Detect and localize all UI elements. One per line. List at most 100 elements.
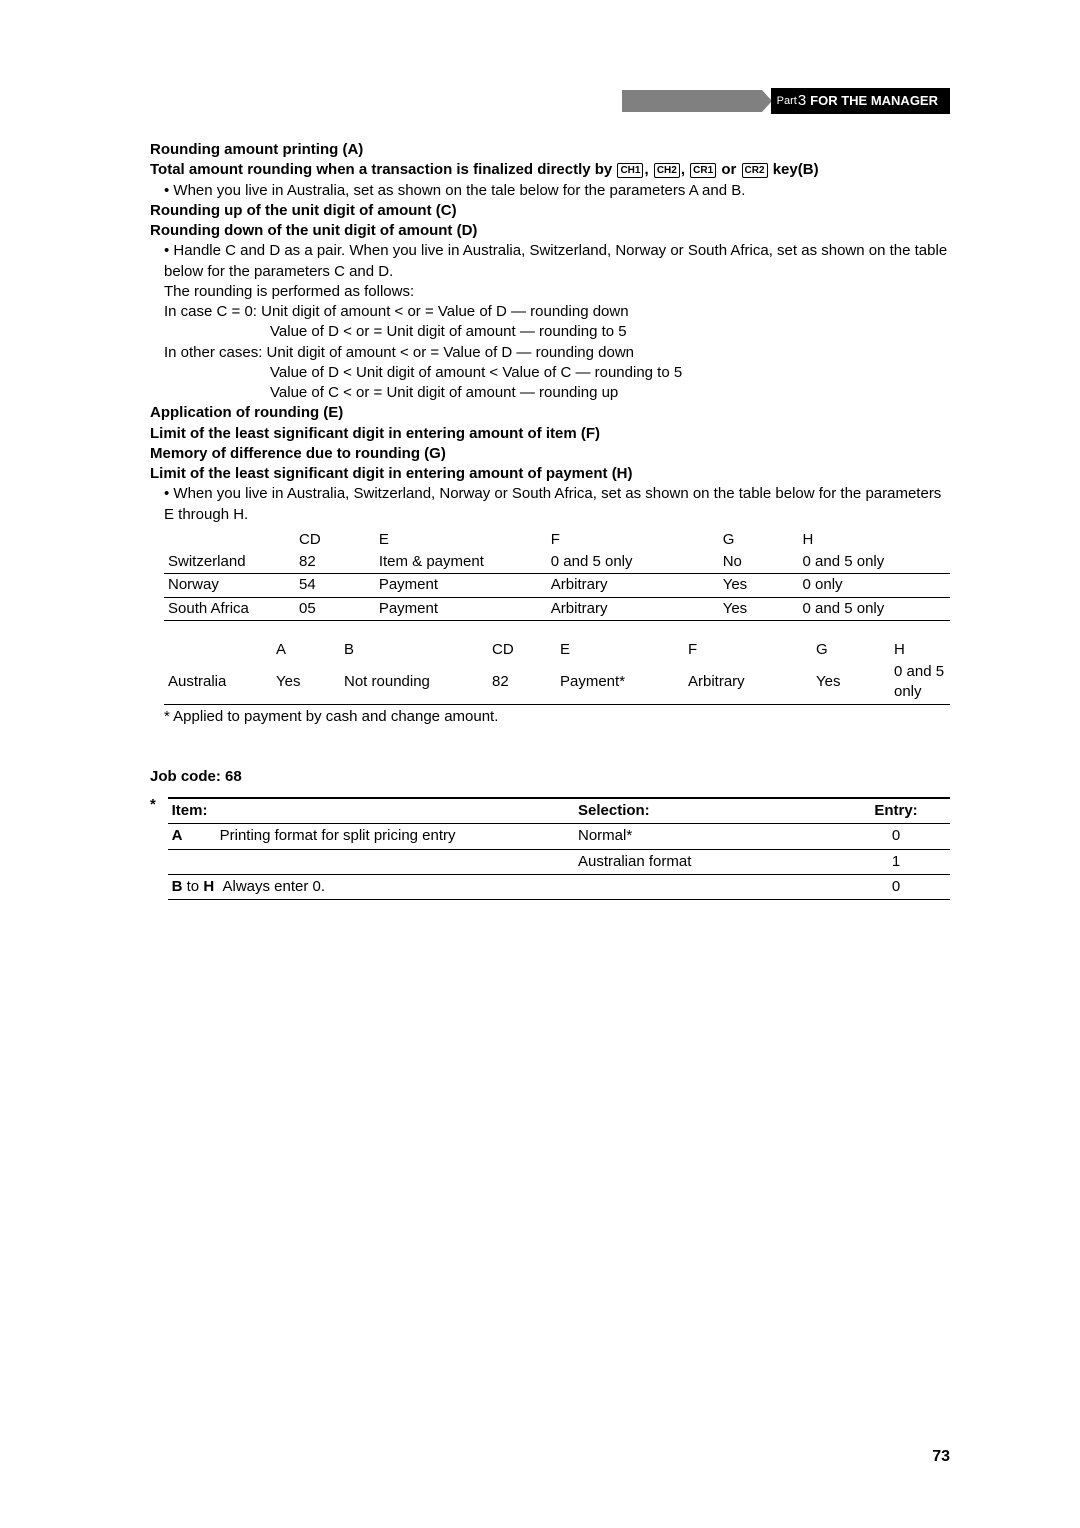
t2-h-blank bbox=[164, 639, 272, 661]
cell-entry: 1 bbox=[842, 849, 950, 874]
table-row: A Printing format for split pricing entr… bbox=[168, 824, 950, 849]
section-header: Part 3 FOR THE MANAGER bbox=[622, 90, 950, 112]
job-code-heading: Job code: 68 bbox=[150, 767, 950, 787]
cell: Yes bbox=[719, 574, 799, 597]
part-label: Part bbox=[777, 94, 797, 109]
key-ch1: CH1 bbox=[617, 163, 643, 178]
heading-d: Rounding down of the unit digit of amoun… bbox=[150, 221, 950, 241]
cell: Yes bbox=[719, 597, 799, 620]
rounding-other-c: Value of C < or = Unit digit of amount —… bbox=[150, 383, 950, 403]
t2-h-b: B bbox=[340, 639, 488, 661]
table-row: Switzerland 82 Item & payment 0 and 5 on… bbox=[164, 551, 950, 574]
cell-desc: Always enter 0. bbox=[223, 878, 326, 895]
content: Rounding amount printing (A) Total amoun… bbox=[150, 140, 950, 900]
heading-g: Memory of difference due to rounding (G) bbox=[150, 444, 950, 464]
key-cr1: CR1 bbox=[690, 163, 716, 178]
t1-h-cd: CD bbox=[295, 529, 375, 551]
t1-h-e: E bbox=[375, 529, 547, 551]
bullet-2-text: Handle C and D as a pair. When you live … bbox=[164, 242, 947, 279]
cell: 05 bbox=[295, 597, 375, 620]
cell: South Africa bbox=[164, 597, 295, 620]
cell-item: A bbox=[168, 824, 216, 849]
cell-entry: 0 bbox=[842, 824, 950, 849]
cell: 0 only bbox=[799, 574, 950, 597]
table-row: South Africa 05 Payment Arbitrary Yes 0 … bbox=[164, 597, 950, 620]
cell: Norway bbox=[164, 574, 295, 597]
cell: No bbox=[719, 551, 799, 574]
heading-b-pre: Total amount rounding when a transaction… bbox=[150, 161, 616, 178]
cell: Payment bbox=[375, 574, 547, 597]
bullet-2: • Handle C and D as a pair. When you liv… bbox=[150, 241, 950, 282]
rounding-intro: The rounding is performed as follows: bbox=[150, 282, 950, 302]
heading-a: Rounding amount printing (A) bbox=[150, 140, 950, 160]
heading-b: Total amount rounding when a transaction… bbox=[150, 160, 950, 180]
heading-e: Application of rounding (E) bbox=[150, 403, 950, 423]
cell: 0 and 5 only bbox=[890, 661, 950, 704]
cell-item-b: H bbox=[203, 878, 214, 895]
cell-sel: Australian format bbox=[574, 849, 842, 874]
cell: 82 bbox=[295, 551, 375, 574]
cell: Australia bbox=[164, 661, 272, 704]
t2-h-g: G bbox=[812, 639, 890, 661]
rounding-case0-a: In case C = 0: Unit digit of amount < or… bbox=[150, 302, 950, 322]
rounding-table-2: A B CD E F G H Australia Yes Not roundin… bbox=[164, 639, 950, 705]
cell-desc bbox=[216, 849, 574, 874]
t1-h-blank bbox=[164, 529, 295, 551]
rounding-table-1: CD E F G H Switzerland 82 Item & payment… bbox=[164, 529, 950, 621]
rounding-other-a: In other cases: Unit digit of amount < o… bbox=[150, 343, 950, 363]
cell: Not rounding bbox=[340, 661, 488, 704]
cell: Yes bbox=[812, 661, 890, 704]
key-ch2: CH2 bbox=[654, 163, 680, 178]
cell-desc: Printing format for split pricing entry bbox=[216, 824, 574, 849]
table-row: Australian format 1 bbox=[168, 849, 950, 874]
t2-h-h: H bbox=[890, 639, 950, 661]
rounding-other-b: Value of D < Unit digit of amount < Valu… bbox=[150, 363, 950, 383]
t2-h-a: A bbox=[272, 639, 340, 661]
cell: 0 and 5 only bbox=[799, 551, 950, 574]
star-marker: * bbox=[150, 793, 168, 900]
cell: Arbitrary bbox=[547, 597, 719, 620]
t1-h-f: F bbox=[547, 529, 719, 551]
part-number: 3 bbox=[798, 91, 806, 111]
table-row: Australia Yes Not rounding 82 Payment* A… bbox=[164, 661, 950, 704]
table-row: Norway 54 Payment Arbitrary Yes 0 only bbox=[164, 574, 950, 597]
t1-h-h: H bbox=[799, 529, 950, 551]
heading-f: Limit of the least significant digit in … bbox=[150, 424, 950, 444]
t2-h-e: E bbox=[556, 639, 684, 661]
bullet-3: • When you live in Australia, Switzerlan… bbox=[150, 484, 950, 525]
cell: 54 bbox=[295, 574, 375, 597]
cell-sel: Normal* bbox=[574, 824, 842, 849]
cell: 0 and 5 only bbox=[799, 597, 950, 620]
bullet-1-text: When you live in Australia, set as shown… bbox=[173, 182, 745, 199]
header-title-block: Part 3 FOR THE MANAGER bbox=[771, 88, 950, 114]
job-code-table: Item: Selection: Entry: A Printing forma… bbox=[168, 797, 950, 900]
cell: Payment bbox=[375, 597, 547, 620]
rounding-case0-b: Value of D < or = Unit digit of amount —… bbox=[150, 322, 950, 342]
cell: Switzerland bbox=[164, 551, 295, 574]
cell: Arbitrary bbox=[684, 661, 812, 704]
heading-b-post: key(B) bbox=[769, 161, 819, 178]
t1-h-g: G bbox=[719, 529, 799, 551]
bullet-3-text: When you live in Australia, Switzerland,… bbox=[164, 485, 941, 522]
cell-sel bbox=[574, 874, 842, 899]
cell: Yes bbox=[272, 661, 340, 704]
t3-h-entry: Entry: bbox=[842, 798, 950, 824]
cell-entry: 0 bbox=[842, 874, 950, 899]
cell: Arbitrary bbox=[547, 574, 719, 597]
heading-c: Rounding up of the unit digit of amount … bbox=[150, 201, 950, 221]
cell: Payment* bbox=[556, 661, 684, 704]
cell-item-a: B bbox=[172, 878, 183, 895]
table-row: B to H Always enter 0. 0 bbox=[168, 874, 950, 899]
cell-item-to: to bbox=[182, 878, 203, 895]
cell-item-range: B to H Always enter 0. bbox=[168, 874, 574, 899]
table2-footnote: * Applied to payment by cash and change … bbox=[150, 707, 950, 727]
key-cr2: CR2 bbox=[742, 163, 768, 178]
cell: 0 and 5 only bbox=[547, 551, 719, 574]
t2-h-cd: CD bbox=[488, 639, 556, 661]
page: Part 3 FOR THE MANAGER Rounding amount p… bbox=[0, 0, 1080, 1528]
header-title: FOR THE MANAGER bbox=[810, 92, 938, 110]
bullet-1: • When you live in Australia, set as sho… bbox=[150, 181, 950, 201]
cell-item bbox=[168, 849, 216, 874]
heading-h: Limit of the least significant digit in … bbox=[150, 464, 950, 484]
t3-h-selection: Selection: bbox=[574, 798, 842, 824]
